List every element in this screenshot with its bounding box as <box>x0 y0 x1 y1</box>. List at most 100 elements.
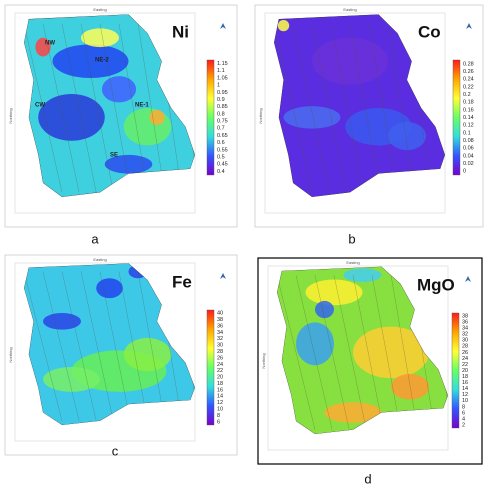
sample-line <box>61 271 97 421</box>
colorbar-tick: 1 <box>217 83 220 89</box>
sample-line <box>118 271 148 421</box>
colorbar-tick: 0.24 <box>463 77 474 83</box>
map-anomaly <box>296 322 334 366</box>
zone-label: NE-2 <box>95 58 109 64</box>
map-anomaly <box>343 268 382 283</box>
colorbar-tick: 6 <box>217 419 220 425</box>
panel: Easting Northing Ni NW NE-2 CW NE-1 SE 1.151.11.… <box>4 4 238 228</box>
colorbar-tick: 0.5 <box>217 154 225 160</box>
colorbar-tick: 0.08 <box>463 138 474 144</box>
colorbar-tick: 6 <box>462 410 465 416</box>
map-anomaly <box>104 154 153 174</box>
axis-label-x: Easting <box>343 7 356 12</box>
map-frame <box>14 12 196 214</box>
map-anomaly <box>391 373 429 400</box>
colorbar-tick: 0.22 <box>463 84 474 90</box>
sample-line <box>99 271 131 421</box>
sample-line <box>295 275 333 430</box>
map-anomaly <box>101 76 137 103</box>
zone-label: SE <box>110 153 118 159</box>
colorbar-tick: 0.12 <box>463 123 474 129</box>
sample-line <box>80 23 114 193</box>
sample-line <box>80 271 114 421</box>
panel-label: b <box>348 231 355 246</box>
sample-line <box>390 275 418 430</box>
colorbar-tick: 16 <box>462 380 468 386</box>
sample-line <box>274 23 313 193</box>
colorbar-tick: 12 <box>462 392 468 398</box>
element-title: Co <box>418 22 441 41</box>
colorbar-tick: 1.1 <box>217 68 225 74</box>
colorbar-tick: 2 <box>462 422 465 428</box>
sample-line <box>333 275 367 430</box>
axis-label-x: Easting <box>93 7 106 12</box>
sample-line <box>137 23 165 193</box>
axis-label-y: Northing <box>8 347 13 362</box>
colorbar-tick: 0.45 <box>217 162 228 168</box>
map-anomaly <box>123 337 172 372</box>
map <box>274 14 446 198</box>
colorbar-tick: 20 <box>217 375 223 381</box>
map-frame <box>267 265 449 451</box>
colorbar-tick: 38 <box>217 317 223 323</box>
north-arrow <box>465 276 471 282</box>
map-anomaly <box>283 106 341 129</box>
colorbar-tick: 10 <box>462 398 468 404</box>
colorbar-tick: 18 <box>217 381 223 387</box>
colorbar-tick: 12 <box>217 400 223 406</box>
sample-line <box>118 23 148 193</box>
colorbar-tick: 36 <box>217 323 223 329</box>
colorbar-tick: 0.2 <box>463 92 471 98</box>
colorbar-tick: 28 <box>462 344 468 350</box>
colorbar-tick: 0.65 <box>217 133 228 139</box>
sample-line <box>314 275 350 430</box>
colorbar-tick: 0.7 <box>217 126 225 132</box>
colorbar-tick: 4 <box>462 416 465 422</box>
colorbar-tick: 10 <box>217 406 223 412</box>
map <box>277 266 449 435</box>
panel-label: d <box>364 471 371 486</box>
colorbar-tick: 0.8 <box>217 111 225 117</box>
zone-label: NE-1 <box>135 103 149 109</box>
map-anomaly <box>123 108 172 146</box>
colorbar-tick: 30 <box>217 343 223 349</box>
colorbar-tick: 26 <box>462 350 468 356</box>
panel-label: c <box>112 443 119 458</box>
colorbar-tick: 16 <box>217 387 223 393</box>
element-title: MgO <box>417 275 455 294</box>
colorbar-tick: 40 <box>217 311 223 317</box>
colorbar-tick: 0.55 <box>217 147 228 153</box>
colorbar-tick: 0.28 <box>463 61 474 67</box>
colorbar-tick: 34 <box>462 326 468 332</box>
colorbar <box>206 309 215 426</box>
north-arrow <box>220 23 226 29</box>
colorbar-tick: 0.14 <box>463 115 474 121</box>
map-frame <box>14 262 196 442</box>
map-anomaly <box>388 122 426 151</box>
sample-line <box>368 23 398 193</box>
colorbar-tick: 14 <box>462 386 468 392</box>
colorbar-tick: 0 <box>463 169 466 175</box>
colorbar-tick: 8 <box>462 404 465 410</box>
axis-label-x: Easting <box>346 260 359 265</box>
zone-label: NW <box>45 41 55 47</box>
colorbar-tick: 0.06 <box>463 146 474 152</box>
sample-line <box>349 23 381 193</box>
colorbar-tick: 28 <box>217 349 223 355</box>
map-anomaly <box>43 366 101 392</box>
map-anomaly <box>324 402 382 423</box>
sample-line <box>61 23 97 193</box>
north-arrow <box>220 273 226 279</box>
zone-label: CW <box>35 103 45 109</box>
colorbar-tick: 14 <box>217 394 223 400</box>
panel: EastingNorthingMgO3836343230282624222018… <box>257 257 483 465</box>
axis-label-y: Northing <box>261 353 266 368</box>
colorbar-tick: 32 <box>217 336 223 342</box>
axis-label-y: Northing <box>258 108 263 123</box>
map-anomaly <box>81 28 120 48</box>
map-anomaly <box>43 313 81 330</box>
colorbar-tick: 0.4 <box>217 169 225 175</box>
colorbar-tick: 36 <box>462 320 468 326</box>
map-anomaly <box>312 37 388 85</box>
map-anomaly <box>277 19 290 32</box>
